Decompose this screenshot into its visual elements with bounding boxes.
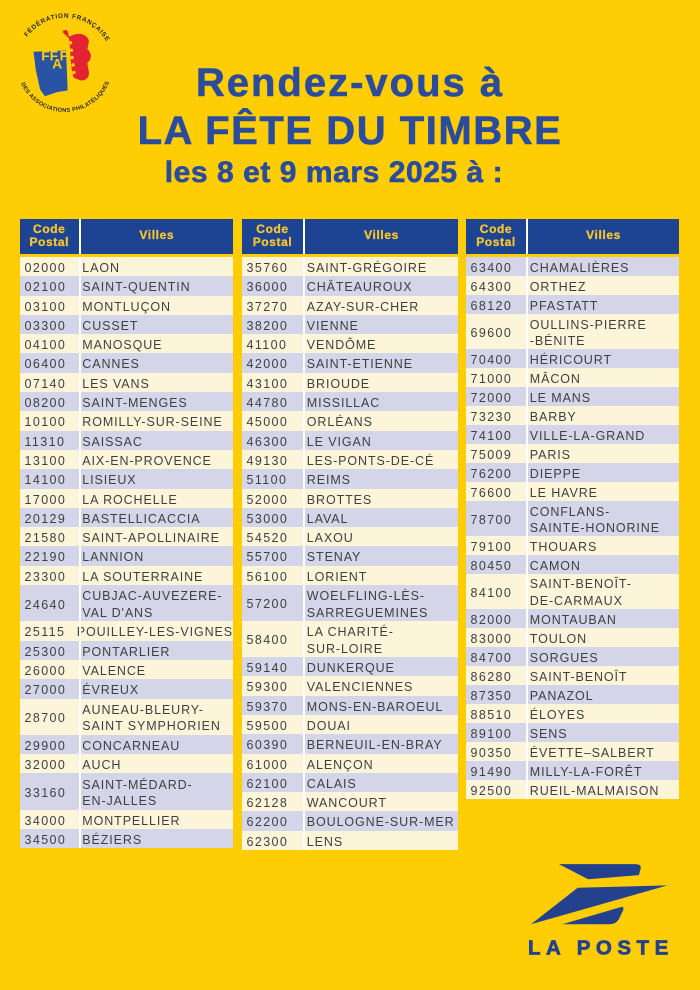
svg-text:FÉDÉRATION FRANÇAISE: FÉDÉRATION FRANÇAISE [23,13,111,43]
svg-text:A: A [52,56,62,71]
svg-text:FF: FF [41,49,58,64]
svg-text:LA POSTE: LA POSTE [528,937,674,960]
svg-text:P: P [60,49,69,64]
